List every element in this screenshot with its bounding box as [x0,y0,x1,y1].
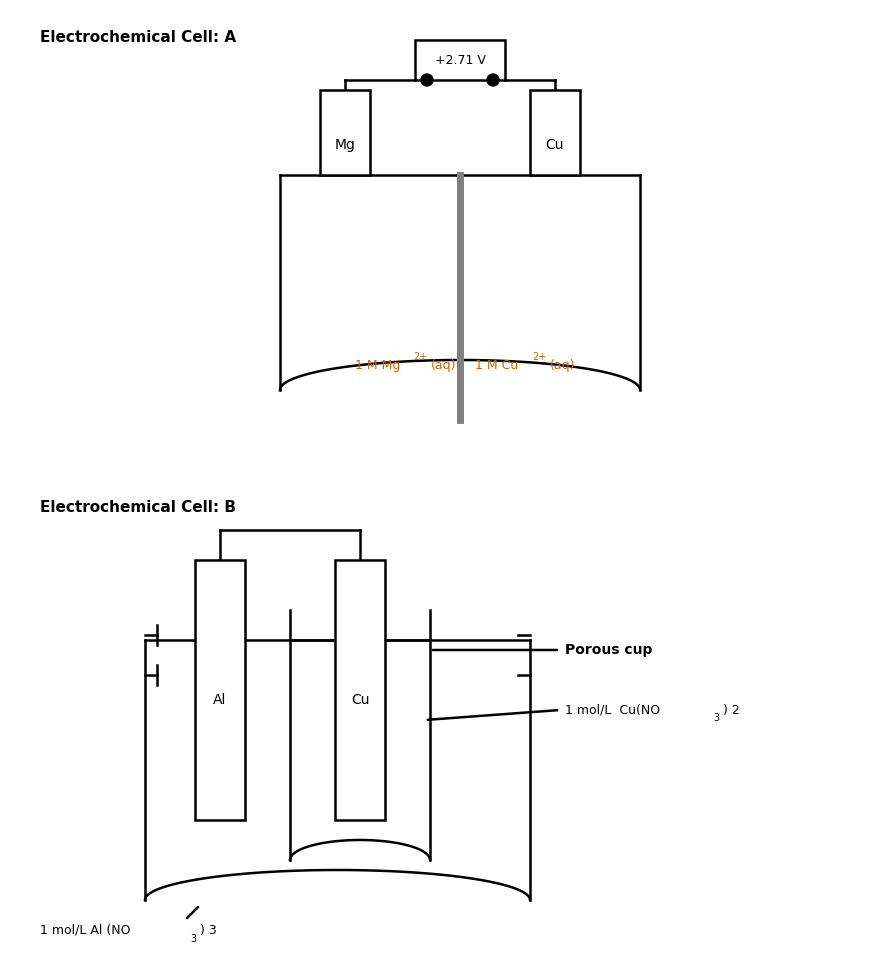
Text: 1 M Cu: 1 M Cu [475,358,518,372]
Text: Cu: Cu [546,138,564,153]
Text: 3: 3 [713,713,719,723]
Text: 1 mol/L Al (NO: 1 mol/L Al (NO [40,923,130,936]
Circle shape [487,74,499,86]
Text: ) 2: ) 2 [723,703,740,717]
Text: Electrochemical Cell: A: Electrochemical Cell: A [40,30,236,45]
Text: (aq): (aq) [550,358,576,372]
Text: Electrochemical Cell: B: Electrochemical Cell: B [40,500,236,515]
Text: 3: 3 [190,934,196,944]
Bar [530,90,580,175]
Bar [195,560,245,820]
Text: Al: Al [213,693,227,707]
Bar [320,90,370,175]
Text: Mg: Mg [334,138,356,153]
Text: +2.71 V: +2.71 V [435,53,486,67]
Text: (aq): (aq) [431,358,457,372]
Text: 1 mol/L  Cu(NO: 1 mol/L Cu(NO [565,703,660,717]
Text: 1 M Mg: 1 M Mg [355,358,400,372]
Text: 2+: 2+ [532,352,546,362]
Text: 2+: 2+ [413,352,428,362]
Text: ) 3: ) 3 [200,923,216,936]
Bar [335,560,385,820]
Text: Cu: Cu [351,693,370,707]
Circle shape [421,74,433,86]
Text: Porous cup: Porous cup [565,643,652,657]
Bar [415,40,505,80]
